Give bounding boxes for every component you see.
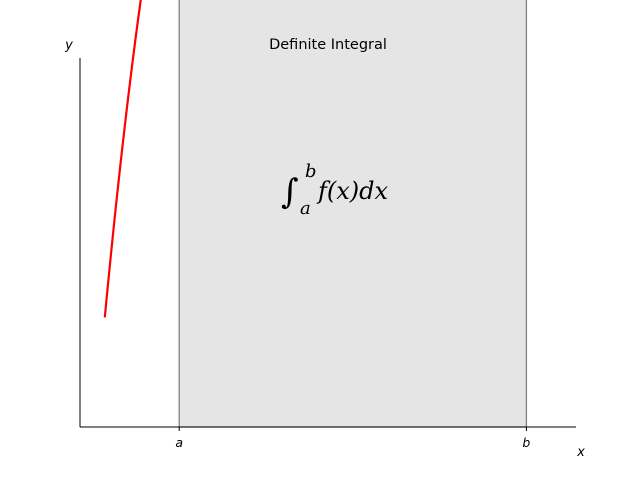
y-axis-label: y [64, 38, 73, 53]
integral-sign: ∫ [281, 172, 299, 212]
integral-integrand: f(x)dx [316, 177, 389, 205]
chart-marks [103, 0, 528, 428]
integral-annotation: ∫ b a f(x)dx [281, 161, 389, 219]
integral-upper-limit: b [305, 161, 317, 182]
x-tick-label-b: b [522, 435, 530, 450]
chart-title: Definite Integral [269, 37, 387, 53]
integral-area [178, 0, 528, 428]
x-tick-label-a: a [175, 435, 183, 450]
integral-lower-limit: a [300, 198, 311, 219]
x-axis-label: x [576, 445, 585, 460]
